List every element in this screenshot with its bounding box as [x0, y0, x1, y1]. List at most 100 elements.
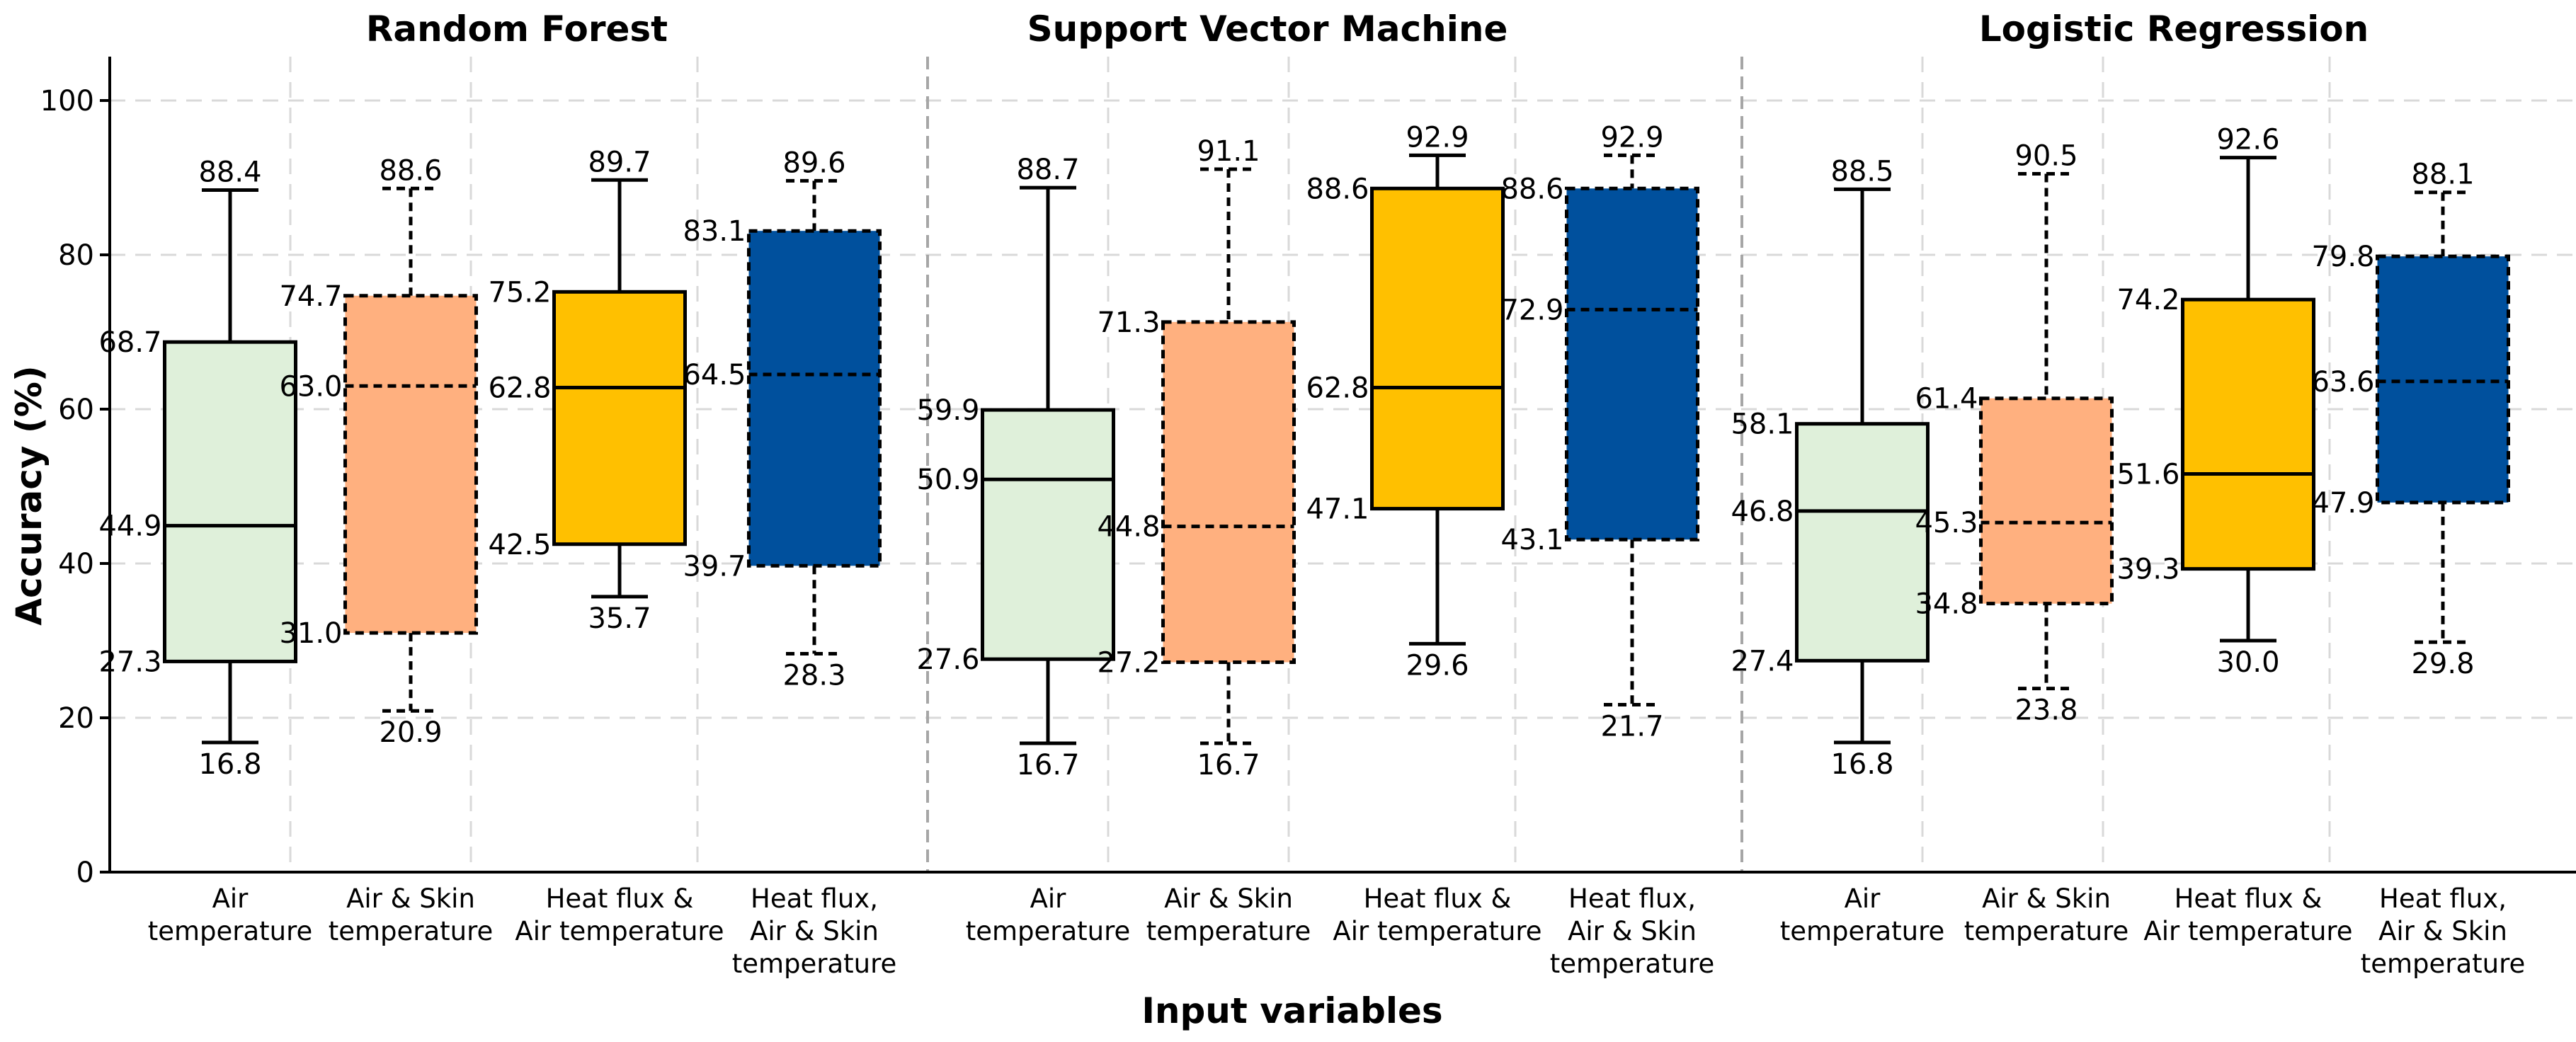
value-label-q3: 75.2	[488, 276, 551, 309]
x-tick-label: temperature	[148, 916, 313, 946]
y-tick-label: 60	[58, 394, 94, 426]
x-tick-label: temperature	[1146, 916, 1311, 946]
y-tick-label: 20	[58, 702, 94, 735]
box-group	[343, 186, 478, 713]
value-label-q1: 27.3	[98, 646, 161, 678]
y-tick-label: 80	[58, 239, 94, 272]
value-label-min: 21.7	[1600, 710, 1663, 743]
value-label-q3: 88.6	[1500, 173, 1563, 205]
x-tick-label: Air & Skin	[1568, 916, 1697, 946]
value-label-q3: 74.7	[279, 280, 342, 313]
x-tick-label: temperature	[1964, 916, 2129, 946]
x-tick-label: Air	[1845, 883, 1881, 914]
x-tick-label: Air & Skin	[346, 883, 475, 914]
value-label-median: 63.6	[2311, 366, 2374, 399]
box-group	[1370, 153, 1505, 646]
y-axis-title: Accuracy (%)	[8, 365, 50, 625]
box-iqr	[2181, 297, 2315, 571]
value-label-min: 16.8	[198, 748, 261, 781]
panel-title: Logistic Regression	[1979, 8, 2369, 50]
y-tick-label: 0	[76, 857, 94, 889]
y-tick-label: 40	[58, 548, 94, 580]
box-group	[981, 185, 1115, 745]
x-tick-label: Air temperature	[2143, 916, 2352, 946]
x-tick-label: Air & Skin	[750, 916, 879, 946]
value-label-max: 88.4	[198, 156, 261, 188]
value-label-max: 88.6	[379, 154, 442, 187]
value-label-q1: 43.1	[1500, 524, 1563, 556]
value-label-max: 88.7	[1016, 154, 1079, 186]
x-tick-label: temperature	[329, 916, 494, 946]
value-label-median: 44.8	[1097, 511, 1160, 544]
x-axis-title: Input variables	[1141, 990, 1442, 1031]
x-tick-label: Heat flux,	[2379, 883, 2507, 914]
box-iqr	[2376, 254, 2510, 505]
label-layer: Random Forest88.416.868.744.927.3Airtemp…	[98, 8, 2525, 979]
box-layer	[163, 153, 2510, 745]
value-label-median: 64.5	[683, 359, 746, 391]
value-label-max: 92.9	[1600, 121, 1663, 154]
box-iqr	[981, 408, 1115, 661]
value-label-q1: 42.5	[488, 529, 551, 561]
box-group	[1565, 153, 1699, 706]
value-label-min: 30.0	[2216, 646, 2279, 679]
x-tick-label: Air & Skin	[1164, 883, 1293, 914]
box-iqr	[747, 229, 882, 568]
value-label-median: 62.8	[1306, 372, 1369, 404]
value-label-q1: 47.9	[2311, 487, 2374, 520]
box-group	[163, 188, 297, 745]
value-label-q1: 39.3	[2116, 554, 2179, 586]
x-tick-label: Heat flux,	[1568, 883, 1696, 914]
value-label-min: 16.7	[1197, 749, 1260, 782]
value-label-q1: 27.4	[1731, 645, 1794, 677]
value-label-q3: 59.9	[916, 394, 979, 427]
box-group	[2376, 190, 2510, 644]
value-label-q3: 71.3	[1097, 307, 1160, 339]
x-tick-label: Air & Skin	[2378, 916, 2507, 946]
value-label-max: 89.6	[782, 147, 845, 179]
panel-title: Random Forest	[366, 8, 668, 50]
x-tick-label: Heat flux &	[2175, 883, 2323, 914]
x-tick-label: temperature	[2361, 949, 2526, 979]
value-label-min: 29.6	[1406, 649, 1469, 682]
box-group	[552, 178, 687, 599]
value-label-q3: 74.2	[2116, 284, 2179, 316]
value-label-median: 63.0	[279, 370, 342, 403]
axis-layer: 0 20 40 60 80 100	[40, 57, 2576, 889]
box-group	[1979, 172, 2114, 691]
box-group	[747, 178, 882, 656]
value-label-q3: 79.8	[2311, 241, 2374, 273]
value-label-q1: 31.0	[279, 617, 342, 650]
x-tick-label: Air	[1030, 883, 1067, 914]
x-tick-label: Air temperature	[515, 916, 724, 946]
x-tick-label: temperature	[1550, 949, 1715, 979]
x-tick-label: Heat flux &	[546, 883, 694, 914]
box-iqr	[1795, 422, 1930, 663]
box-iqr	[552, 290, 687, 546]
value-label-max: 89.7	[588, 146, 651, 178]
value-label-min: 20.9	[379, 716, 442, 749]
value-label-median: 44.9	[98, 510, 161, 543]
value-label-max: 92.9	[1406, 121, 1469, 154]
value-label-q1: 34.8	[1915, 588, 1978, 621]
value-label-median: 45.3	[1915, 507, 1978, 539]
box-iqr	[163, 340, 297, 663]
value-label-max: 91.1	[1197, 135, 1260, 168]
value-label-max: 88.1	[2411, 159, 2474, 191]
value-label-max: 92.6	[2216, 124, 2279, 156]
value-label-median: 72.9	[1500, 294, 1563, 326]
value-label-min: 28.3	[782, 660, 845, 692]
value-label-q3: 88.6	[1306, 173, 1369, 205]
value-label-median: 51.6	[2116, 459, 2179, 491]
value-label-median: 62.8	[488, 372, 551, 404]
x-tick-label: Air & Skin	[1982, 883, 2111, 914]
box-iqr	[1161, 320, 1296, 665]
y-tick-label: 100	[40, 85, 94, 118]
x-tick-label: temperature	[966, 916, 1131, 946]
x-tick-label: Air temperature	[1333, 916, 1541, 946]
box-iqr	[1565, 186, 1699, 542]
value-label-max: 90.5	[2014, 140, 2078, 173]
box-iqr	[343, 294, 478, 635]
value-label-q1: 27.2	[1097, 647, 1160, 680]
box-group	[2181, 156, 2315, 643]
